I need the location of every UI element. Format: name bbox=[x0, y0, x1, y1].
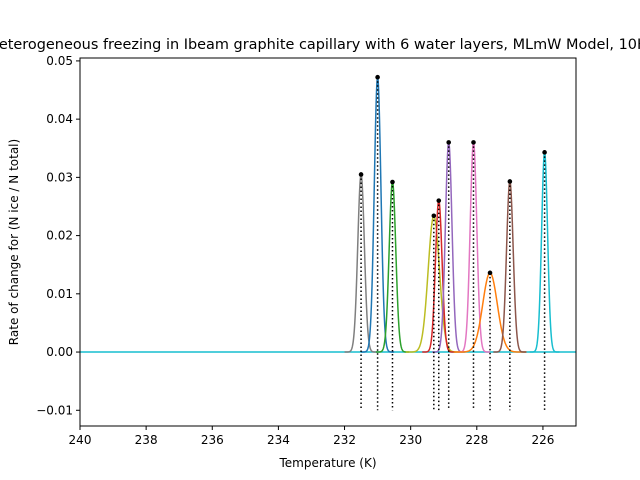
peak-point-3 bbox=[432, 213, 437, 218]
x-axis-label: Temperature (K) bbox=[278, 456, 376, 470]
x-axis-ticks: 240 238 236 234 232 230 228 226 bbox=[69, 426, 555, 447]
series-curves bbox=[80, 77, 576, 352]
y-tick-label: 0.04 bbox=[46, 112, 73, 126]
y-tick-label: −0.01 bbox=[36, 403, 73, 417]
plot-frame bbox=[80, 58, 576, 426]
x-tick-label: 226 bbox=[531, 433, 554, 447]
peak-point-6 bbox=[471, 140, 476, 145]
x-tick-label: 232 bbox=[333, 433, 356, 447]
chart-title: Heterogeneous freezing in Ibeam graphite… bbox=[0, 37, 640, 53]
x-tick-label: 240 bbox=[69, 433, 92, 447]
y-tick-label: 0.01 bbox=[46, 287, 73, 301]
y-axis-label: Rate of change for (N ice / N total) bbox=[7, 139, 21, 345]
x-tick-label: 230 bbox=[399, 433, 422, 447]
peak-point-1 bbox=[375, 75, 380, 80]
y-axis-ticks: −0.01 0.00 0.01 0.02 0.03 0.04 0.05 bbox=[36, 54, 80, 417]
peak-point-5 bbox=[446, 140, 451, 145]
peak-point-2 bbox=[390, 180, 395, 185]
series-line-9 bbox=[530, 152, 560, 352]
x-tick-label: 238 bbox=[135, 433, 158, 447]
x-tick-label: 234 bbox=[267, 433, 290, 447]
y-tick-label: 0.05 bbox=[46, 54, 73, 68]
y-tick-label: 0.03 bbox=[46, 170, 73, 184]
y-tick-label: 0.00 bbox=[46, 345, 73, 359]
y-tick-label: 0.02 bbox=[46, 229, 73, 243]
peak-point-8 bbox=[508, 179, 513, 184]
x-tick-label: 236 bbox=[201, 433, 224, 447]
peak-point-4 bbox=[436, 198, 441, 203]
peak-point-9 bbox=[542, 150, 547, 155]
x-tick-label: 228 bbox=[465, 433, 488, 447]
peak-point-0 bbox=[359, 172, 364, 177]
peak-point-7 bbox=[488, 271, 493, 276]
